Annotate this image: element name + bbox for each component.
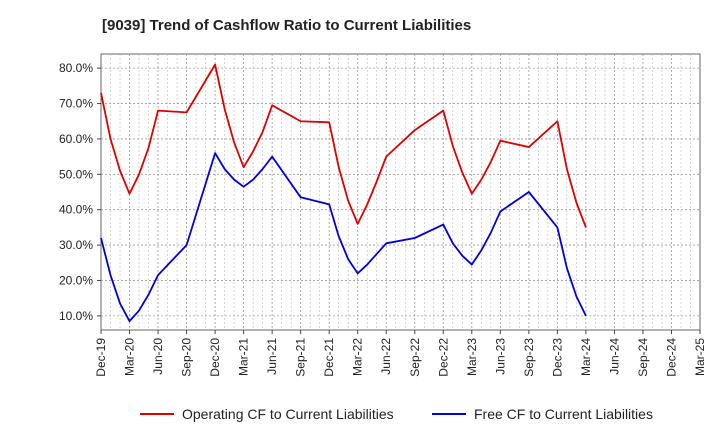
x-tick-label: Sep-20 [180,338,194,377]
grid [101,54,700,330]
y-tick-label: 70.0% [59,97,93,111]
x-tick-label: Mar-23 [465,338,479,376]
y-tick-label: 40.0% [59,203,93,217]
plot-area [100,53,701,331]
x-tick-label: Jun-22 [379,338,393,375]
y-tick-label: 10.0% [59,309,93,323]
y-tick-label: 80.0% [59,61,93,75]
x-tick-label: Mar-21 [237,338,251,376]
x-tick-label: Jun-21 [265,338,279,375]
chart-title: [9039] Trend of Cashflow Ratio to Curren… [102,17,471,34]
x-tick-label: Sep-21 [294,338,308,377]
x-tick-label: Dec-21 [322,338,336,377]
y-axis: 10.0% 20.0% 30.0% 40.0% 50.0% 60.0% 70.0% 80.0% [59,61,101,323]
x-tick-label: Mar-20 [123,338,137,376]
x-tick-label: Dec-19 [94,338,108,377]
legend-label-2: Free CF to Current Liabilities [474,406,653,422]
x-tick-label: Dec-23 [550,338,564,377]
y-tick-label: 20.0% [59,273,93,287]
series-layer [100,63,587,323]
x-tick-label: Mar-22 [351,338,365,376]
legend-label-1: Operating CF to Current Liabilities [182,406,394,422]
x-tick-label: Jun-24 [607,338,621,375]
y-tick-label: 50.0% [59,167,93,181]
y-tick-label: 60.0% [59,132,93,146]
x-tick-label: Mar-24 [579,338,593,376]
x-tick-label: Sep-24 [636,338,650,377]
x-tick-label: Dec-20 [208,338,222,377]
x-tick-label: Dec-24 [664,338,678,377]
x-tick-label: Sep-23 [522,338,536,377]
legend: Operating CF to Current Liabilities Free … [140,406,653,422]
x-tick-label: Jun-20 [151,338,165,375]
x-tick-label: Dec-22 [436,338,450,377]
x-tick-label: Mar-25 [693,338,707,376]
series-line-2 [100,152,587,323]
series-line-1 [100,63,587,228]
x-tick-label: Sep-22 [408,338,422,377]
x-tick-label: Jun-23 [493,338,507,375]
x-axis: Dec-19 Mar-20 Jun-20 Sep-20 Dec-20 Mar-21 Jun-… [94,330,707,377]
y-tick-label: 30.0% [59,238,93,252]
